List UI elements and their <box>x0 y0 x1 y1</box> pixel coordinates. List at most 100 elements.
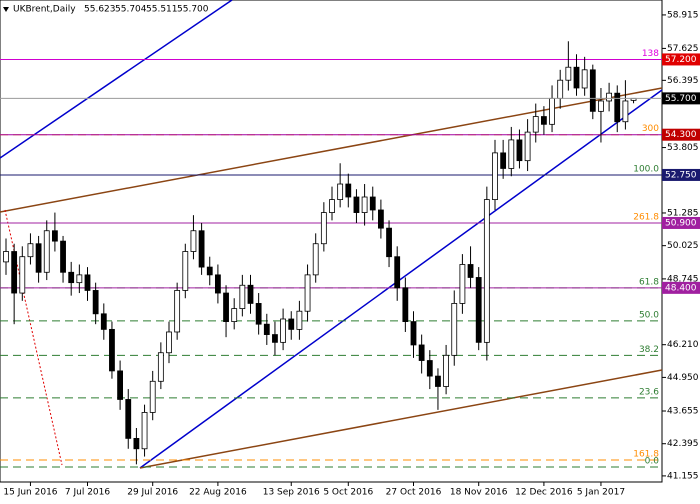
fib-label: 300 <box>642 124 659 134</box>
ohlc-open: 55.623 <box>84 5 116 15</box>
fib-label: 100.0 <box>633 164 659 174</box>
candle-body <box>43 230 50 273</box>
ohlc-close: 55.700 <box>177 5 209 15</box>
price-level-label: 54.300 <box>665 130 697 140</box>
trendlines <box>0 0 663 469</box>
last-price-box <box>662 92 700 105</box>
candle-body <box>239 284 246 310</box>
price-level-box <box>662 216 700 229</box>
candle-body <box>272 334 278 343</box>
candle-body <box>223 292 229 322</box>
trendline <box>139 369 663 469</box>
fib-label: 261.8 <box>633 212 659 222</box>
price-level-label: 57.200 <box>665 55 697 65</box>
price-level-label: 48.400 <box>665 283 697 293</box>
price-level-label: 50.900 <box>665 218 697 228</box>
candle-body <box>190 230 197 252</box>
candle-body <box>133 437 140 450</box>
candle-body <box>532 116 539 133</box>
fib-label: 50.0 <box>639 310 659 320</box>
candle-body <box>84 274 91 291</box>
candle-body <box>581 69 588 89</box>
candle-body <box>369 196 376 211</box>
candle-body <box>117 370 123 400</box>
candle-body <box>304 274 311 312</box>
candle-body <box>247 284 254 304</box>
price-level-box <box>662 128 700 141</box>
y-tick-label: 50.025 <box>667 241 699 251</box>
candle-body <box>500 152 507 169</box>
candle-body <box>92 290 99 315</box>
trendline <box>4 209 63 466</box>
candle-body <box>410 321 417 346</box>
candle-body <box>524 131 531 162</box>
candle-body <box>141 412 148 450</box>
candle-body <box>549 97 555 125</box>
candle-body <box>27 243 34 258</box>
candle-body <box>35 243 42 273</box>
candle-body <box>492 152 498 201</box>
candle-body <box>296 310 303 330</box>
candle-body <box>565 66 572 81</box>
candle-body <box>475 277 482 343</box>
y-tick-label: 53.805 <box>667 143 699 153</box>
candle-body <box>451 303 458 356</box>
candle-body <box>52 230 58 242</box>
candle-body <box>157 352 164 382</box>
fib-label: 38.2 <box>639 345 659 355</box>
x-tick-label: 15 Jun 2016 <box>3 488 57 498</box>
candle-body <box>606 92 612 102</box>
ohlc-low: 55.511 <box>146 5 178 15</box>
candle-body <box>214 274 221 294</box>
candle-body <box>353 196 360 213</box>
y-tick-label: 56.395 <box>667 76 699 86</box>
y-tick-label: 57.625 <box>667 44 699 54</box>
plot-frame <box>0 0 663 483</box>
menu-icon <box>3 7 9 12</box>
y-tick-label: 48.745 <box>667 274 699 284</box>
candle-body <box>361 196 368 213</box>
candle-body <box>182 251 189 291</box>
candle-body <box>329 199 335 213</box>
fib-label: 61.8 <box>639 277 659 287</box>
candle-body <box>377 209 384 229</box>
candle-body <box>166 331 172 354</box>
candle-body <box>467 264 474 278</box>
candle-body <box>386 227 392 258</box>
x-tick-label: 5 Oct 2016 <box>323 488 373 498</box>
candle-body <box>426 360 433 377</box>
candle-body <box>68 271 75 284</box>
y-tick-label: 42.395 <box>667 439 699 449</box>
candle-body <box>280 318 287 343</box>
x-tick-label: 22 Aug 2016 <box>189 488 247 498</box>
x-tick-label: 18 Nov 2016 <box>450 488 508 498</box>
candle-body <box>206 266 213 276</box>
candle-body <box>418 344 425 361</box>
candle-body <box>622 100 629 123</box>
candle-body <box>573 66 580 89</box>
candle-body <box>3 251 9 263</box>
candle-body <box>125 399 132 439</box>
candle-body <box>516 139 523 162</box>
x-tick-label: 5 Jan 2017 <box>577 488 625 498</box>
candle-body <box>483 199 490 343</box>
x-tick-label: 27 Oct 2016 <box>386 488 442 498</box>
x-tick-label: 7 Jul 2016 <box>65 488 110 498</box>
candle-body <box>508 139 515 169</box>
chart-title: UKBrent,Daily <box>13 5 76 15</box>
candle-body <box>435 375 441 387</box>
candle-body <box>100 313 107 330</box>
last-price-label: 55.700 <box>665 94 697 104</box>
fib-label: 161.8 <box>633 449 659 459</box>
candle-body <box>174 290 181 333</box>
candle-body <box>443 354 450 387</box>
candle-body <box>255 303 262 325</box>
candle-body <box>337 183 344 201</box>
x-tick-label: 13 Sep 2016 <box>263 488 320 498</box>
candle-body <box>76 274 83 284</box>
price-level-box <box>662 53 700 66</box>
candle-body <box>109 328 115 372</box>
candle-body <box>541 116 547 125</box>
candle-body <box>598 100 604 112</box>
candle-body <box>459 264 466 304</box>
